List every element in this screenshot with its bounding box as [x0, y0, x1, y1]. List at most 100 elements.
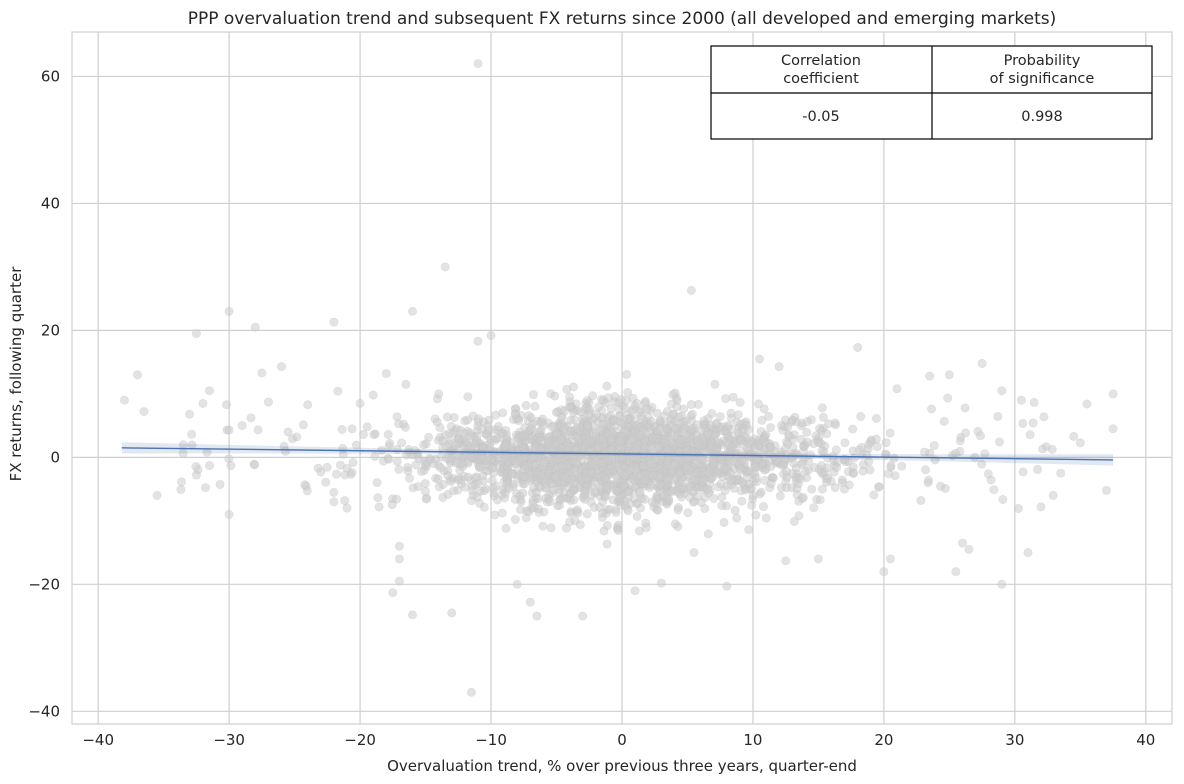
data-point	[753, 399, 763, 409]
data-point	[925, 371, 935, 381]
data-point	[742, 443, 752, 453]
data-point	[885, 554, 895, 564]
tick-labels: −40 −30 −20 −10 0 10 20 30 40 −40 −20 0 20 40 60	[28, 67, 1155, 749]
data-point	[652, 426, 662, 436]
data-point	[351, 440, 361, 450]
data-point	[681, 416, 691, 426]
data-point	[728, 392, 738, 402]
data-point	[224, 425, 234, 435]
data-point	[732, 513, 742, 523]
data-point	[466, 452, 476, 462]
data-point	[292, 432, 302, 442]
data-point	[392, 456, 402, 466]
data-point	[498, 408, 508, 418]
data-point	[794, 511, 804, 521]
data-point	[316, 467, 326, 477]
data-point	[686, 424, 696, 434]
data-point	[609, 416, 619, 426]
data-point	[416, 466, 426, 476]
data-point	[599, 526, 609, 536]
data-point	[507, 469, 517, 479]
data-point	[751, 473, 761, 483]
data-point	[562, 384, 572, 394]
data-point	[580, 494, 590, 504]
data-point	[1025, 430, 1035, 440]
data-point	[433, 474, 443, 484]
data-point	[702, 484, 712, 494]
stats-value-significance: 0.998	[1021, 109, 1063, 125]
data-point	[435, 462, 445, 472]
data-point	[1039, 412, 1049, 422]
data-point	[413, 482, 423, 492]
data-point	[526, 423, 536, 433]
data-point	[510, 494, 520, 504]
data-point	[486, 330, 496, 340]
data-point	[119, 395, 129, 405]
data-point	[536, 425, 546, 435]
data-point	[659, 434, 669, 444]
data-point	[856, 411, 866, 421]
data-point	[517, 431, 527, 441]
data-point	[527, 453, 537, 463]
data-point	[176, 485, 186, 495]
data-point	[329, 487, 339, 497]
data-point	[463, 392, 473, 402]
data-point	[721, 394, 731, 404]
data-point	[369, 430, 379, 440]
data-point	[575, 520, 585, 530]
data-point	[571, 457, 581, 467]
data-point	[358, 429, 368, 439]
data-point	[840, 438, 850, 448]
data-point	[779, 422, 789, 432]
data-point	[302, 486, 312, 496]
data-point	[504, 483, 514, 493]
data-point	[205, 461, 215, 471]
data-point	[853, 342, 863, 352]
data-point	[546, 523, 556, 533]
data-point	[479, 486, 489, 496]
y-tick-label: 0	[50, 448, 60, 466]
data-point	[951, 567, 961, 577]
data-point	[1018, 467, 1028, 477]
data-point	[246, 413, 256, 423]
data-point	[703, 529, 713, 539]
data-point	[567, 474, 577, 484]
data-point	[1048, 490, 1058, 500]
data-point	[663, 474, 673, 484]
data-point	[691, 475, 701, 485]
data-point	[639, 461, 649, 471]
data-point	[809, 503, 819, 513]
data-point	[780, 444, 790, 454]
data-point	[556, 434, 566, 444]
data-point	[735, 397, 745, 407]
data-point	[348, 457, 358, 467]
data-point	[586, 468, 596, 478]
data-point	[709, 460, 719, 470]
data-point	[685, 481, 695, 491]
data-point	[885, 428, 895, 438]
data-point	[253, 425, 263, 435]
data-point	[224, 509, 234, 519]
y-tick-label: 60	[41, 67, 60, 85]
data-point	[624, 487, 634, 497]
data-point	[1018, 418, 1028, 428]
data-point	[1028, 418, 1038, 428]
data-point	[473, 59, 483, 69]
data-point	[788, 415, 798, 425]
data-point	[709, 493, 719, 503]
data-point	[739, 424, 749, 434]
data-point	[766, 478, 776, 488]
data-point	[372, 478, 382, 488]
data-point	[187, 429, 197, 439]
data-point	[712, 443, 722, 453]
data-point	[394, 541, 404, 551]
data-point	[489, 488, 499, 498]
data-point	[615, 493, 625, 503]
data-point	[675, 435, 685, 445]
data-point	[401, 379, 411, 389]
x-tick-label: 40	[1136, 731, 1155, 749]
data-point	[943, 393, 953, 403]
data-point	[378, 456, 388, 466]
data-point	[1102, 485, 1112, 495]
